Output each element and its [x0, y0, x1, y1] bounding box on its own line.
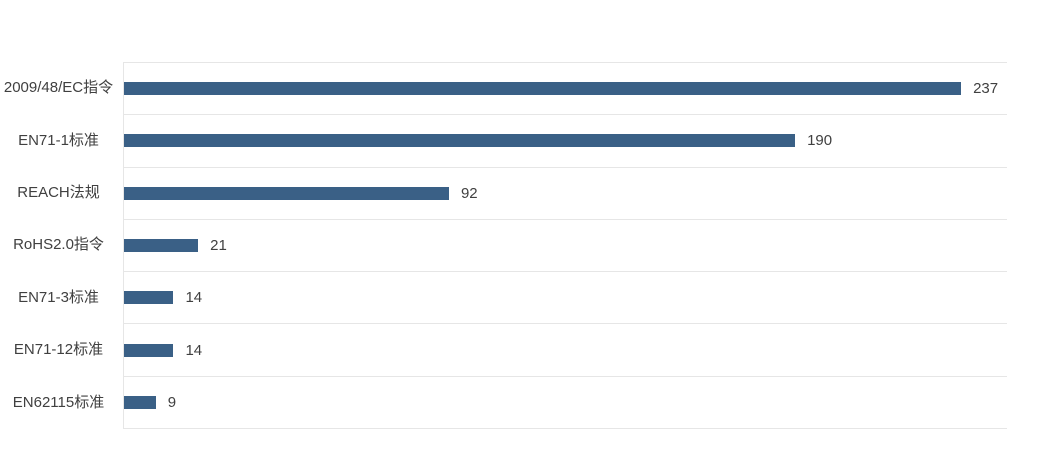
- category-label-line: EN71-12标准: [13, 341, 104, 359]
- category-label: 2009/48/EC 指令: [0, 62, 117, 114]
- bar-value-label: 21: [210, 236, 227, 254]
- chart-row: 21: [124, 220, 1007, 273]
- chart-row: 190: [124, 115, 1007, 168]
- bar-value-label: 9: [167, 393, 177, 411]
- category-label-line: EN71-1标准: [18, 131, 99, 149]
- bar[interactable]: [124, 186, 449, 200]
- bar-value-label: 92: [460, 184, 478, 202]
- category-axis: 2009/48/EC 指令 EN71-1标准 REACH法规 RoHS2.0指令 EN71…: [0, 62, 117, 429]
- bar[interactable]: [124, 238, 199, 252]
- category-label: EN62115标准: [0, 377, 117, 429]
- plot-area: 237 190 92 21 14 14 9: [123, 62, 1007, 429]
- bar-value-label: 14: [185, 341, 203, 359]
- category-label-line: EN62115标: [12, 393, 90, 411]
- chart-row: 14: [124, 272, 1007, 325]
- category-label-line: RoHS2.0指令: [13, 236, 104, 254]
- category-label: REACH法规: [0, 167, 117, 219]
- bar[interactable]: [124, 291, 174, 305]
- category-label: EN71-12标准: [0, 324, 117, 376]
- bar[interactable]: [124, 134, 796, 148]
- category-label: RoHS2.0指令: [0, 219, 117, 271]
- category-label-line: 准: [89, 393, 105, 411]
- category-label-line: 2009/48/EC: [3, 79, 84, 97]
- bar-value-label: 237: [973, 80, 999, 98]
- category-label: EN71-3标准: [0, 272, 117, 324]
- category-label: EN71-1标准: [0, 114, 117, 166]
- bar[interactable]: [124, 343, 174, 357]
- chart-row: 9: [124, 377, 1007, 429]
- chart-row: 237: [124, 63, 1007, 116]
- bar-value-label: 14: [185, 289, 203, 307]
- bar[interactable]: [124, 395, 156, 409]
- bar-value-label: 190: [807, 132, 833, 150]
- chart-row: 92: [124, 168, 1007, 220]
- category-label-line: REACH法规: [17, 184, 100, 202]
- category-label-line: 指令: [83, 79, 114, 97]
- category-label-line: EN71-3标准: [18, 288, 99, 306]
- chart-row: 14: [124, 324, 1007, 377]
- bar[interactable]: [124, 82, 962, 96]
